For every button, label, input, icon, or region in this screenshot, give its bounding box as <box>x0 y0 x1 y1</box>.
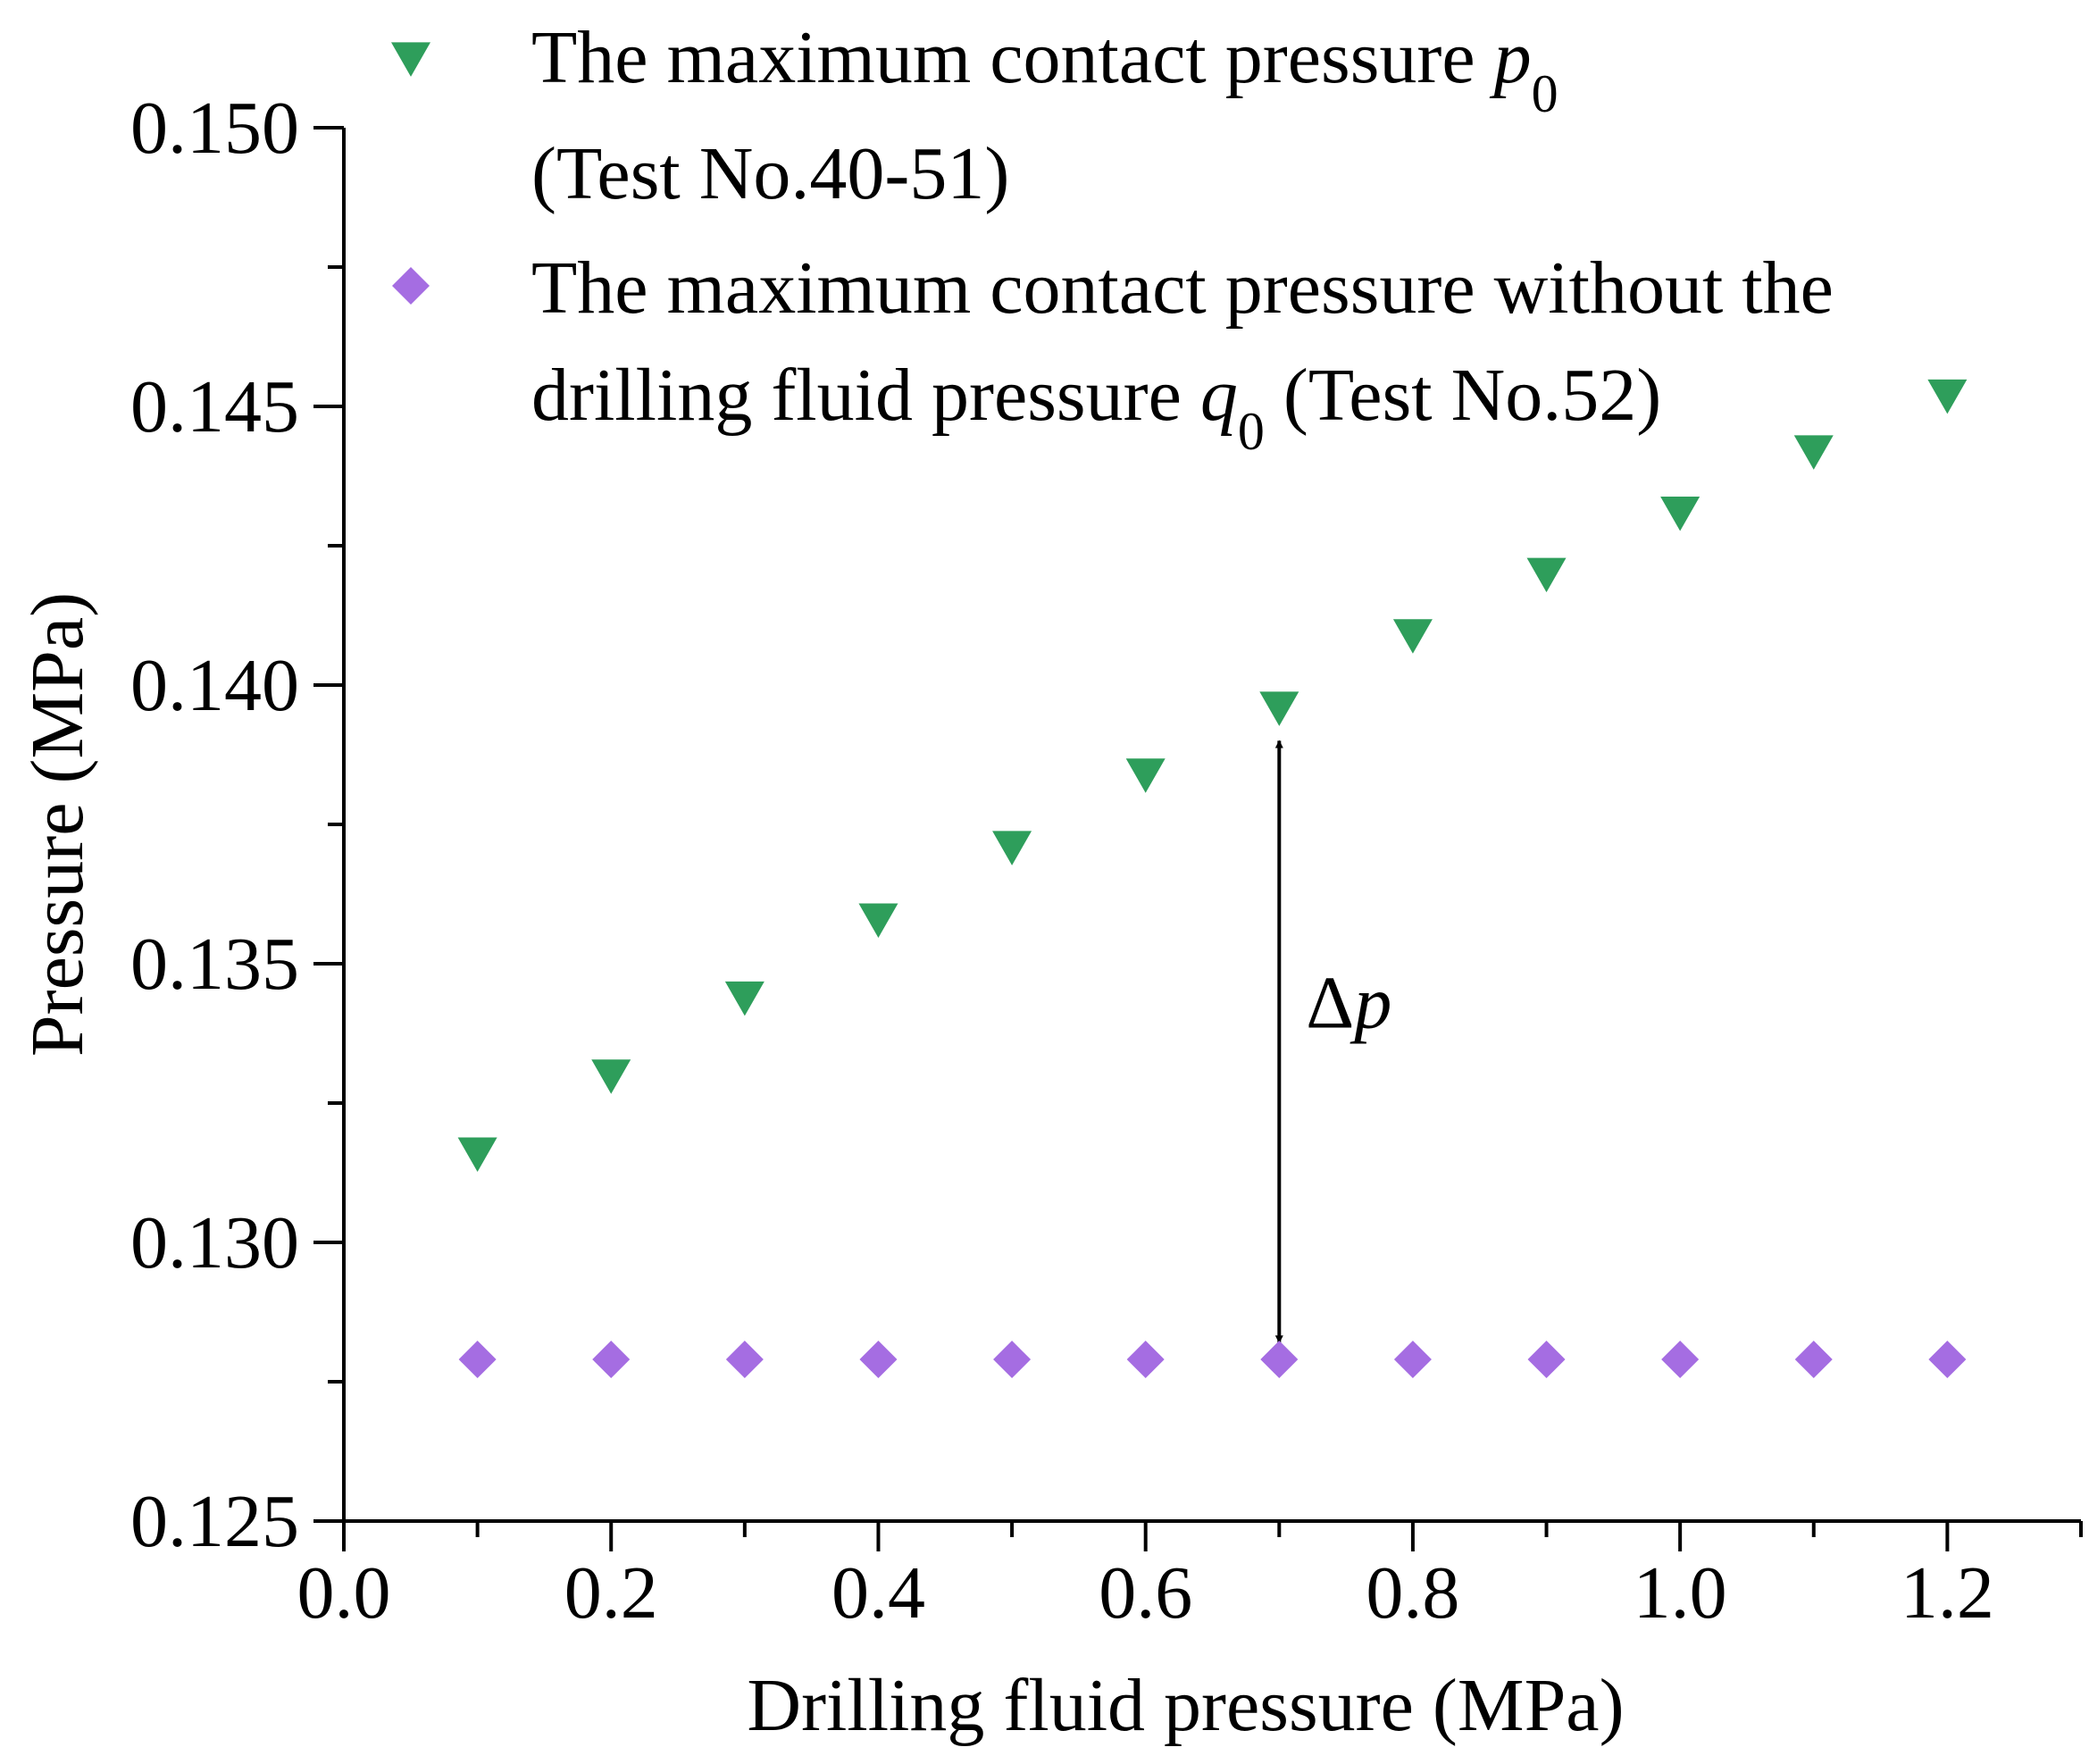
triangle-point <box>1259 691 1299 726</box>
triangle-point <box>724 981 765 1016</box>
legend-text-2: drilling fluid pressure q0 (Test No.52) <box>531 354 1661 461</box>
delta-var: p <box>1349 961 1391 1044</box>
legend-text-part: (Test No.40-51) <box>531 132 1009 215</box>
y-axis-title: Pressure (MPa) <box>16 592 99 1057</box>
diamond-point <box>458 1341 497 1379</box>
legend: The maximum contact pressure p0(Test No.… <box>391 16 1834 461</box>
triangle-point <box>1660 496 1700 531</box>
legend-marker-1 <box>391 42 430 77</box>
diamond-point <box>1126 1341 1165 1379</box>
y-tick-label: 0.145 <box>130 365 299 448</box>
triangle-point <box>1125 758 1166 793</box>
x-tick-label: 1.0 <box>1634 1551 1727 1634</box>
triangle-point <box>1927 379 1968 414</box>
triangle-point <box>992 831 1032 865</box>
x-ticks: 0.0 0.2 0.4 0.6 0.8 1.0 1.2 <box>297 1521 2083 1634</box>
legend-variable: p <box>1490 16 1532 99</box>
legend-marker-2 <box>392 267 430 305</box>
diamond-point <box>592 1341 631 1379</box>
legend-text-1: The maximum contact pressure p0 <box>531 16 1558 123</box>
triangle-point <box>1392 619 1433 654</box>
triangle-point <box>457 1137 497 1173</box>
y-tick-label: 0.130 <box>130 1201 299 1284</box>
axes: 0.125 0.130 0.135 0.140 0.145 0.150 0.0 0.2 0.4… <box>130 87 2083 1634</box>
x-tick-label: 0.2 <box>564 1551 658 1634</box>
legend-text-part: (Test No.52) <box>1265 354 1661 437</box>
triangle-point <box>858 903 898 938</box>
diamond-point <box>1393 1341 1432 1379</box>
triangle-point <box>1526 557 1567 593</box>
diamond-point <box>1661 1341 1700 1379</box>
series-2 <box>458 1341 1967 1379</box>
diamond-point <box>993 1341 1032 1379</box>
series-1 <box>457 379 1968 1173</box>
x-tick-label: 1.2 <box>1901 1551 1994 1634</box>
diamond-point <box>725 1341 764 1379</box>
legend-subscript: 0 <box>1238 402 1265 461</box>
delta-symbol: Δ <box>1306 961 1354 1044</box>
triangle-point <box>1793 435 1834 470</box>
y-tick-label: 0.150 <box>130 87 299 170</box>
diamond-point <box>1527 1341 1566 1379</box>
x-tick-label: 0.6 <box>1099 1551 1192 1634</box>
y-tick-label: 0.135 <box>130 923 299 1006</box>
legend-text-part: drilling fluid pressure <box>531 354 1200 437</box>
series-layer <box>457 379 1968 1379</box>
y-tick-label: 0.125 <box>130 1480 299 1563</box>
legend-subscript: 0 <box>1532 64 1558 123</box>
diamond-point <box>1260 1341 1299 1379</box>
annotations: Δp <box>1274 740 1391 1344</box>
legend-text-1: (Test No.40-51) <box>531 132 1009 215</box>
legend-variable: q <box>1200 354 1238 437</box>
x-tick-label: 0.8 <box>1366 1551 1459 1634</box>
y-tick-label: 0.140 <box>130 644 299 727</box>
diamond-point <box>1928 1341 1967 1379</box>
legend-text-2: The maximum contact pressure without the <box>531 247 1834 330</box>
diamond-point <box>1794 1341 1833 1379</box>
x-tick-label: 0.4 <box>831 1551 925 1634</box>
triangle-point <box>591 1059 631 1094</box>
x-axis-title: Drilling fluid pressure (MPa) <box>747 1664 1624 1747</box>
legend-text-part: The maximum contact pressure <box>531 16 1494 99</box>
diamond-point <box>859 1341 898 1379</box>
legend-text-part: The maximum contact pressure without the <box>531 247 1834 330</box>
y-ticks: 0.125 0.130 0.135 0.140 0.145 0.150 <box>130 87 344 1563</box>
delta-p-label: Δp <box>1306 961 1391 1044</box>
x-tick-label: 0.0 <box>297 1551 391 1634</box>
